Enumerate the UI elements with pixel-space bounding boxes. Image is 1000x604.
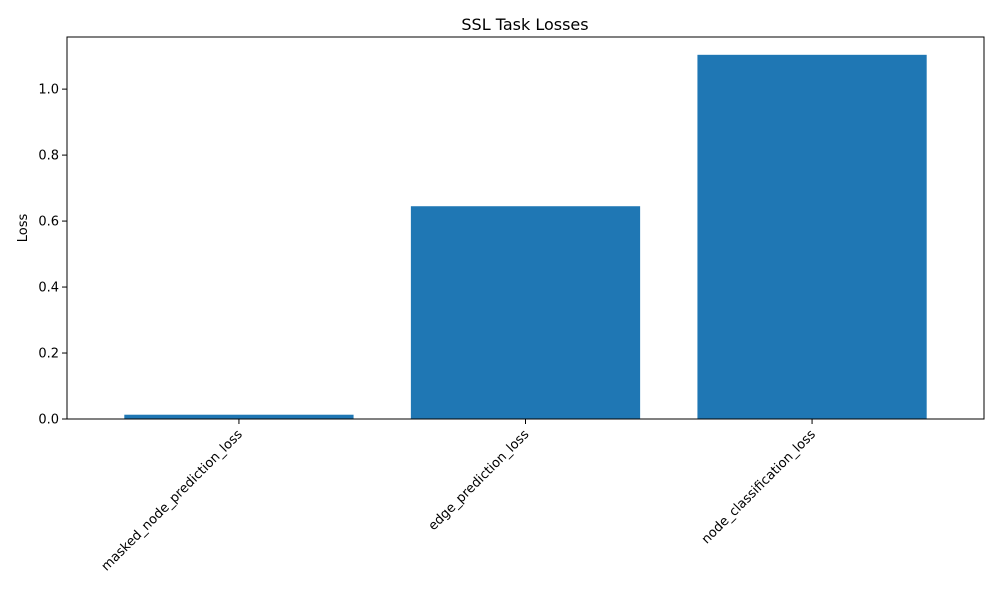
bar [124, 414, 354, 419]
x-tick-label: masked_node_prediction_loss [99, 427, 246, 574]
y-tick-label: 0.8 [38, 149, 59, 164]
bar [697, 54, 927, 419]
y-tick-label: 0.0 [38, 413, 59, 428]
y-tick-label: 1.0 [38, 83, 59, 98]
bars-layer [124, 54, 927, 419]
bar [410, 206, 641, 419]
chart-title: SSL Task Losses [461, 15, 588, 34]
y-axis-label: Loss [16, 214, 31, 243]
y-tick-label: 0.2 [38, 347, 59, 362]
y-tick-label: 0.4 [38, 281, 59, 296]
x-tick-label: edge_prediction_loss [426, 427, 533, 534]
x-tick-label: node_classification_loss [699, 427, 819, 547]
y-tick-label: 0.6 [38, 215, 59, 230]
